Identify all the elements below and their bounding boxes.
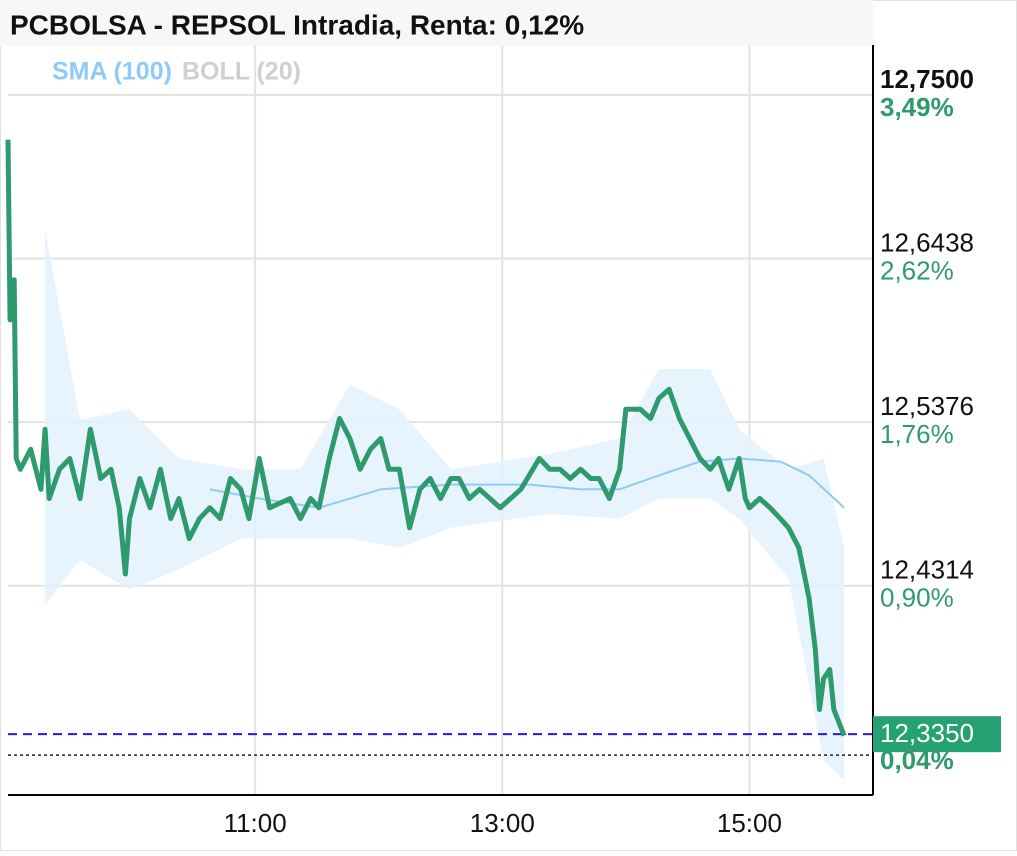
y-tick-label: 12,7500 <box>880 64 974 94</box>
y-tick-percent: 2,62% <box>880 255 954 285</box>
bollinger-band <box>45 230 845 781</box>
y-tick-percent: 0,90% <box>880 583 954 613</box>
y-tick-percent: 1,76% <box>880 419 954 449</box>
last-price-label: 12,3350 <box>880 718 974 748</box>
y-tick-label: 12,4314 <box>880 555 974 585</box>
legend-entry: BOLL (20) <box>182 58 301 86</box>
x-tick-label: 13:00 <box>470 808 535 838</box>
y-tick-label: 12,6438 <box>880 227 974 257</box>
price-line <box>5 139 847 737</box>
legend-entry: SMA (100) <box>52 58 172 86</box>
x-tick-label: 11:00 <box>224 808 287 838</box>
last-change-label: 0,04% <box>880 745 954 775</box>
x-tick-label: 15:00 <box>717 808 782 838</box>
y-tick-label: 12,5376 <box>880 391 974 421</box>
last-price-box <box>873 716 1001 753</box>
price-line <box>209 457 845 509</box>
y-tick-percent: 3,49% <box>880 92 954 122</box>
chart-title: PCBOLSA - REPSOL Intradia, Renta: 0,12% <box>10 9 584 40</box>
title-bar <box>0 0 873 46</box>
